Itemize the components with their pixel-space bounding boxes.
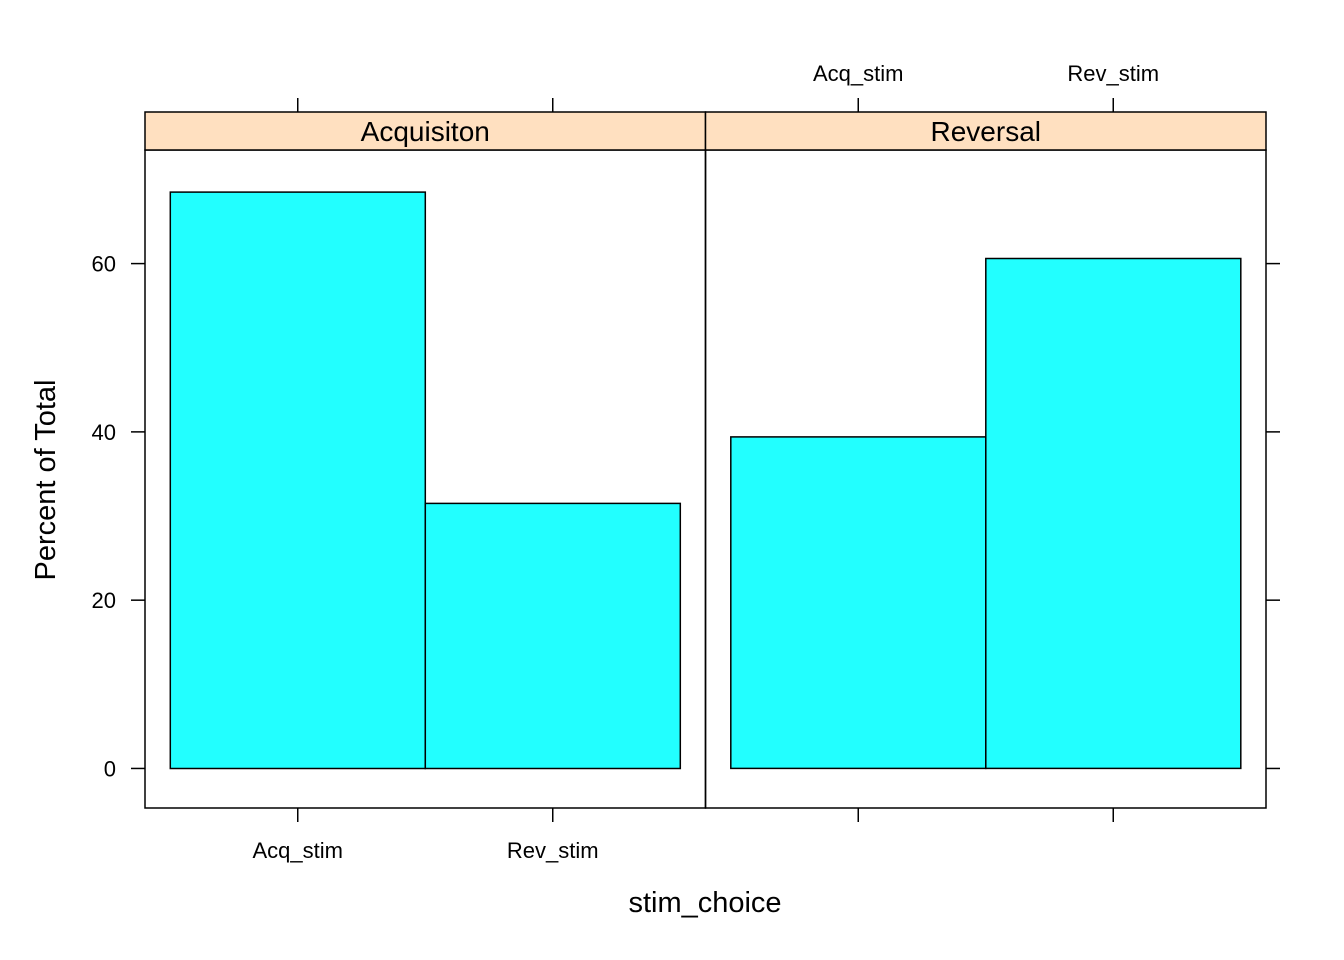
bar-reversal-rev-stim	[985, 257, 1242, 770]
y-tick-label: 40	[92, 420, 116, 445]
strip-label-reversal: Reversal	[931, 116, 1041, 147]
x-axis-title: stim_choice	[628, 887, 781, 919]
y-axis-title: Percent of Total	[30, 380, 62, 581]
x-tick-label-bottom: Acq_stim	[253, 838, 343, 863]
panel-acquisiton: Acquisiton	[144, 111, 707, 809]
bar-acquisiton-acq-stim	[169, 191, 427, 770]
bar-reversal-acq-stim	[730, 436, 987, 770]
panels: Acquisiton Reversal	[144, 111, 1267, 809]
strip-label-acquisiton: Acquisiton	[361, 116, 490, 147]
x-tick-label-bottom: Rev_stim	[507, 838, 599, 863]
y-tick-label: 60	[92, 252, 116, 277]
strip-reversal	[704, 111, 1267, 151]
y-tick-label: 20	[92, 588, 116, 613]
y-tick-label: 0	[104, 756, 116, 781]
x-tick-label-top: Rev_stim	[1067, 61, 1159, 86]
bar-acquisiton-rev-stim	[424, 502, 682, 770]
x-tick-label-top: Acq_stim	[813, 61, 903, 86]
panel-reversal: Reversal	[704, 111, 1267, 809]
axes: Acq_stim Rev_stim Acq_stim Rev_stim 0 20 40 60	[92, 61, 1280, 863]
strip-acquisiton	[144, 111, 707, 151]
